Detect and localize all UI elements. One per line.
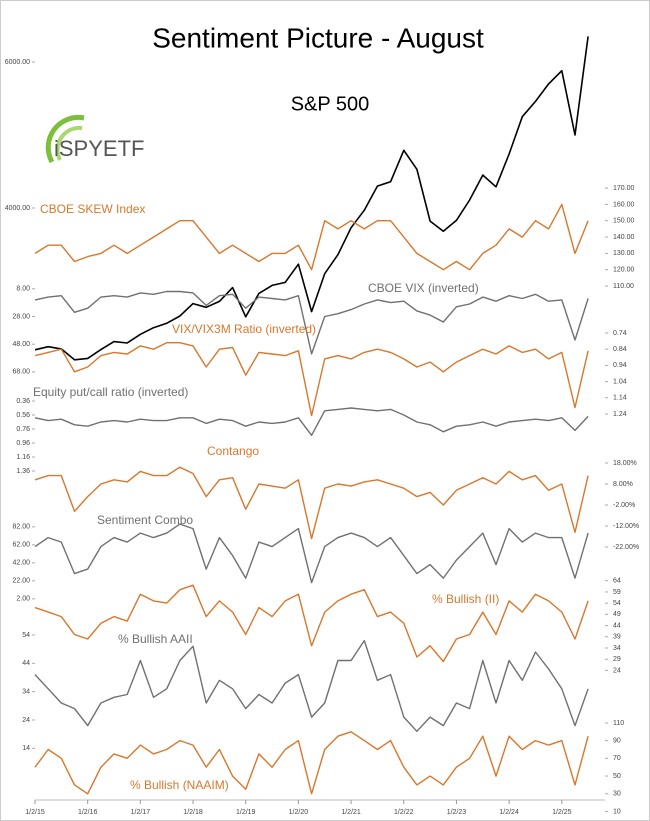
y-tick-label: -2.00%: [613, 502, 635, 509]
y-tick-label: 48.00: [12, 341, 30, 348]
y-tick-label: 44: [22, 660, 30, 667]
y-tick-label: 14: [22, 745, 30, 752]
y-tick-label: 8.00%: [613, 481, 633, 488]
y-tick-label: 130.00: [613, 250, 635, 257]
y-tick-label: 24: [22, 717, 30, 724]
series-label: S&P 500: [291, 93, 370, 115]
y-tick-label: 1.36: [16, 468, 30, 475]
y-tick-label: -22.00%: [613, 544, 639, 551]
series-label: CBOE SKEW Index: [40, 202, 145, 216]
y-tick-label: 34: [22, 688, 30, 695]
series-line: [34, 407, 589, 436]
series-line: [34, 731, 589, 795]
y-tick-label: 8.00: [16, 286, 30, 293]
y-tick-label: 4000.00: [5, 205, 30, 212]
series-line: [34, 36, 589, 361]
y-tick-label: 0.56: [16, 412, 30, 419]
y-tick-label: 22.00: [12, 578, 30, 585]
y-tick-label: 64: [613, 578, 621, 585]
x-tick-label: 1/2/15: [25, 809, 45, 816]
y-tick-label: 110: [613, 720, 624, 727]
y-tick-label: 54: [613, 600, 621, 607]
x-tick-label: 1/2/16: [78, 809, 98, 816]
logo-text: iSPYETF: [54, 136, 144, 161]
series-line: [34, 290, 589, 355]
series-line: [34, 342, 589, 417]
y-tick-label: 70: [613, 755, 621, 762]
y-tick-label: 49: [613, 611, 621, 618]
logo: iSPYETF: [45, 114, 144, 164]
y-tick-label: -12.00%: [613, 523, 639, 530]
series-label: % Bullish (NAAIM): [130, 778, 229, 792]
y-tick-label: 39: [613, 634, 621, 641]
y-tick-label: 140.00: [613, 234, 635, 241]
y-tick-label: 10: [613, 808, 621, 815]
y-tick-label: 150.00: [613, 218, 635, 225]
x-tick-label: 1/2/23: [447, 809, 467, 816]
x-tick-label: 1/2/21: [341, 809, 361, 816]
x-tick-label: 1/2/17: [131, 809, 151, 816]
chart-title: Sentiment Picture - August: [152, 22, 484, 53]
y-tick-label: 0.94: [613, 362, 627, 369]
y-tick-label: 1.04: [613, 378, 627, 385]
series-label: % Bullish (II): [432, 592, 499, 606]
series-line: [34, 523, 589, 584]
y-tick-label: 68.00: [12, 369, 30, 376]
x-tick-label: 1/2/20: [289, 809, 309, 816]
y-tick-label: 0.96: [16, 440, 30, 447]
y-tick-label: 24: [613, 667, 621, 674]
series-label: VIX/VIX3M Ratio (inverted): [172, 322, 316, 336]
y-tick-label: 50: [613, 773, 621, 780]
series-label: Sentiment Combo: [97, 513, 193, 527]
logo-arc: [55, 125, 83, 161]
y-tick-label: 1.24: [613, 411, 627, 418]
series-label: CBOE VIX (inverted): [368, 281, 479, 295]
y-tick-label: 6000.00: [5, 59, 30, 66]
y-tick-label: 44: [613, 622, 621, 629]
series-line: [34, 203, 589, 271]
series-label: Equity put/call ratio (inverted): [33, 385, 188, 399]
y-tick-label: 1.14: [613, 395, 627, 402]
series-line: [34, 466, 589, 540]
x-tick-label: 1/2/25: [552, 809, 572, 816]
y-tick-label: 28.00: [12, 313, 30, 320]
y-tick-label: 0.84: [613, 346, 627, 353]
y-tick-label: 160.00: [613, 201, 635, 208]
y-tick-label: 0.76: [16, 426, 30, 433]
y-tick-label: 110.00: [613, 283, 634, 290]
y-tick-label: 90: [613, 737, 621, 744]
y-tick-label: 62.00: [12, 542, 30, 549]
y-tick-label: 42.00: [12, 560, 30, 567]
y-tick-label: 34: [613, 645, 621, 652]
x-tick-label: 1/2/19: [236, 809, 256, 816]
y-tick-label: 29: [613, 656, 621, 663]
y-tick-label: 59: [613, 589, 621, 596]
y-tick-label: 18.00%: [613, 460, 637, 467]
series-label: % Bullish AAII: [118, 632, 193, 646]
y-tick-label: 120.00: [613, 267, 635, 274]
y-tick-label: 0.36: [16, 398, 30, 405]
y-tick-label: 82.00: [12, 524, 30, 531]
series-label: Contango: [207, 444, 259, 458]
y-tick-label: 1.16: [16, 454, 30, 461]
x-tick-label: 1/2/24: [499, 809, 519, 816]
y-tick-label: 0.74: [613, 330, 627, 337]
y-tick-label: 170.00: [613, 185, 635, 192]
y-tick-label: 2.00: [16, 596, 30, 603]
x-tick-label: 1/2/22: [394, 809, 414, 816]
y-tick-label: 54: [22, 632, 30, 639]
x-tick-label: 1/2/18: [183, 809, 203, 816]
series-line: [34, 639, 589, 732]
y-tick-label: 30: [613, 791, 621, 798]
series-line: [34, 584, 589, 663]
logo-arc: [45, 114, 85, 164]
